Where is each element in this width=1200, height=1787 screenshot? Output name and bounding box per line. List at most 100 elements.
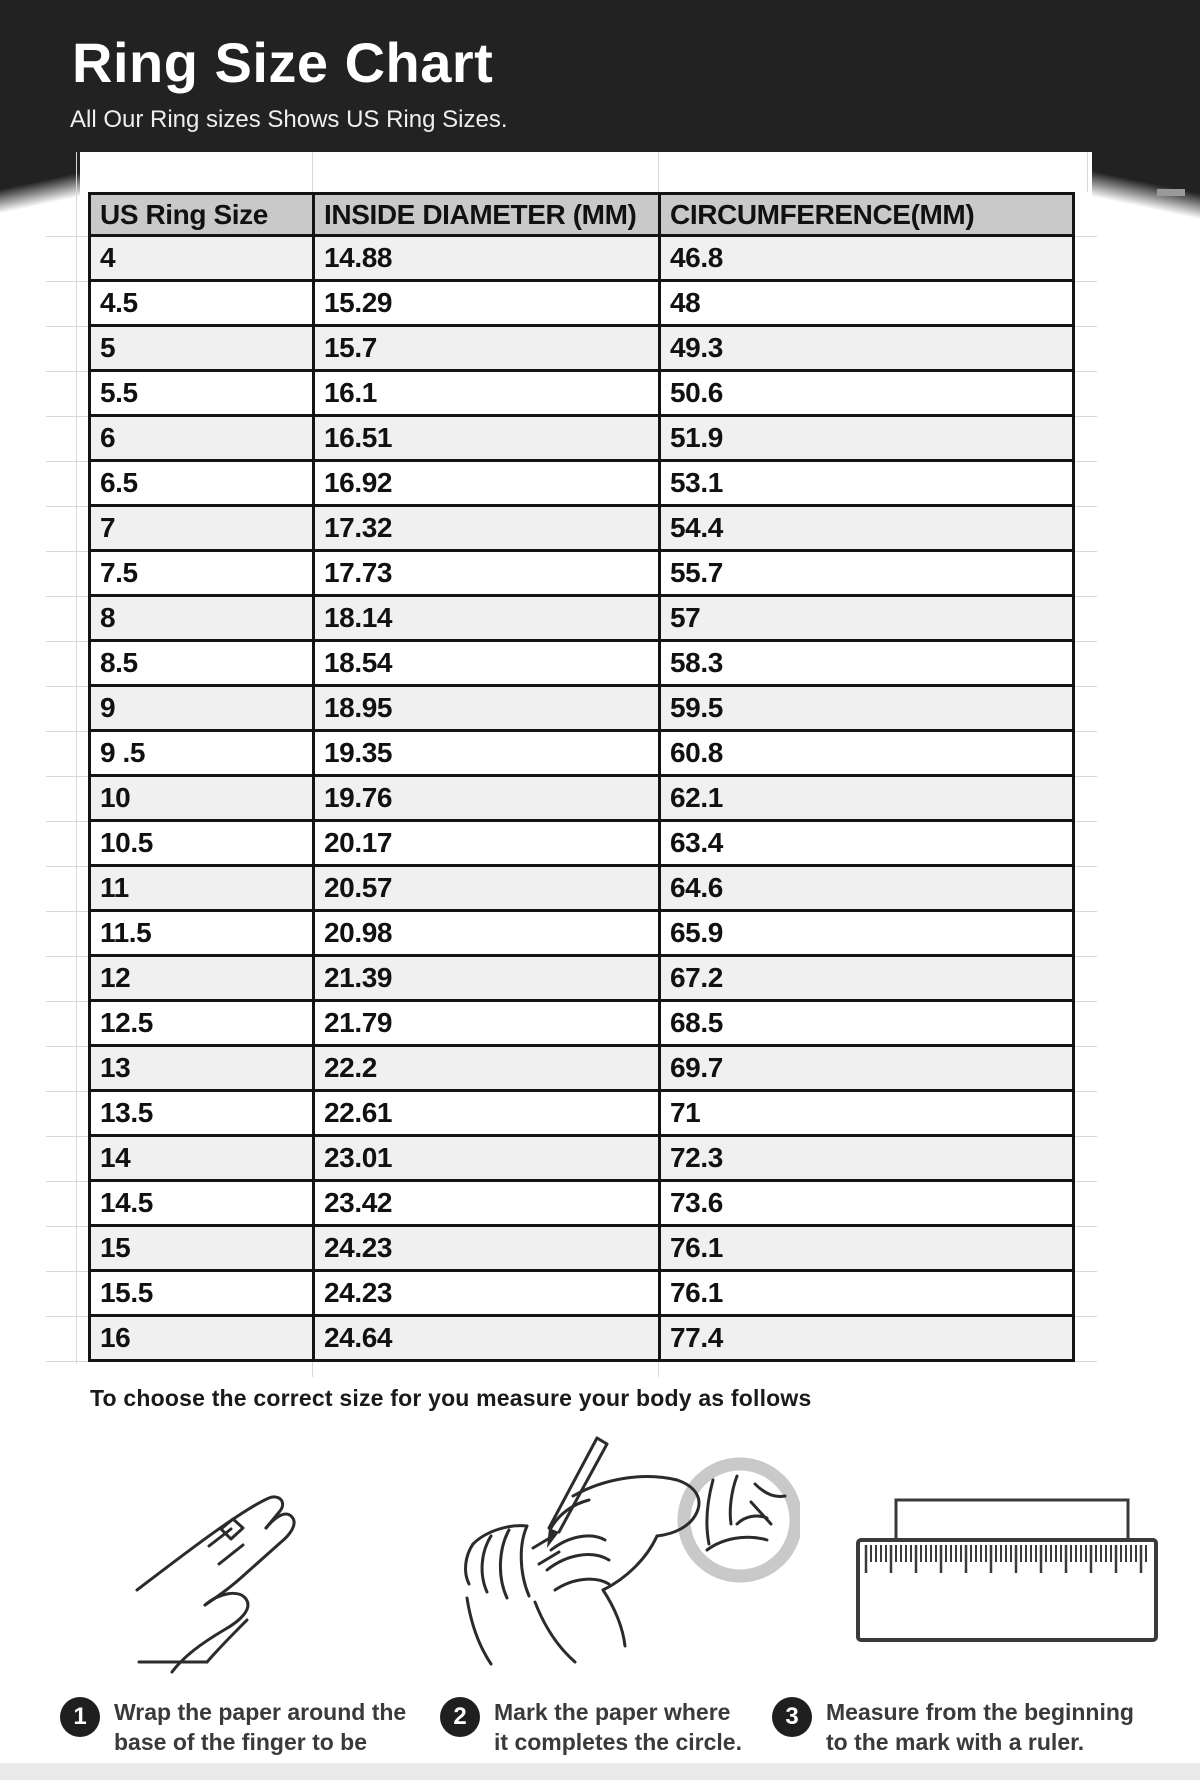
table-row: 13 22.2 69.7 (88, 1044, 1075, 1092)
inside-diameter-cell: 16.92 (312, 459, 661, 507)
us-ring-size-cell: 9 (88, 684, 315, 732)
table-row: 8 18.14 57 (88, 594, 1075, 642)
inside-diameter-cell: 20.17 (312, 819, 661, 867)
table-row: 10 19.76 62.1 (88, 774, 1075, 822)
circumference-cell: 50.6 (658, 369, 1075, 417)
gridline-row-stubs-left (46, 192, 88, 1364)
us-ring-size-cell: 5 (88, 324, 315, 372)
table-row: 5 15.7 49.3 (88, 324, 1075, 372)
inside-diameter-cell: 16.51 (312, 414, 661, 462)
gridline-col1-bottom (312, 1362, 313, 1377)
header-row: US Ring Size INSIDE DIAMETER (MM) CIRCUM… (88, 192, 1075, 237)
table-row: 14 23.01 72.3 (88, 1134, 1075, 1182)
table-row: 8.5 18.54 58.3 (88, 639, 1075, 687)
circumference-cell: 67.2 (658, 954, 1075, 1002)
circumference-cell: 62.1 (658, 774, 1075, 822)
table-row: 5.5 16.1 50.6 (88, 369, 1075, 417)
col-header-inside-diameter: INSIDE DIAMETER (MM) (312, 192, 661, 237)
us-ring-size-cell: 10 (88, 774, 315, 822)
us-ring-size-cell: 11.5 (88, 909, 315, 957)
us-ring-size-cell: 6 (88, 414, 315, 462)
circumference-cell: 49.3 (658, 324, 1075, 372)
page-title: Ring Size Chart (72, 31, 494, 94)
us-ring-size-cell: 15 (88, 1224, 315, 1272)
us-ring-size-cell: 8 (88, 594, 315, 642)
circumference-cell: 51.9 (658, 414, 1075, 462)
table-row: 15 24.23 76.1 (88, 1224, 1075, 1272)
ruler-with-paper-strip-icon (848, 1488, 1168, 1653)
banner-fold-tab (1157, 189, 1185, 196)
us-ring-size-cell: 5.5 (88, 369, 315, 417)
us-ring-size-cell: 4.5 (88, 279, 315, 327)
inside-diameter-cell: 20.98 (312, 909, 661, 957)
circumference-cell: 46.8 (658, 234, 1075, 282)
inside-diameter-cell: 24.23 (312, 1269, 661, 1317)
us-ring-size-cell: 14 (88, 1134, 315, 1182)
table-row: 4 14.88 46.8 (88, 234, 1075, 282)
circumference-cell: 58.3 (658, 639, 1075, 687)
circumference-cell: 64.6 (658, 864, 1075, 912)
us-ring-size-cell: 13 (88, 1044, 315, 1092)
gridline-col2-top (658, 152, 659, 192)
bottom-strip (0, 1763, 1200, 1780)
inside-diameter-cell: 17.32 (312, 504, 661, 552)
ring-size-table: US Ring Size INSIDE DIAMETER (MM) CIRCUM… (88, 192, 1075, 1362)
inside-diameter-cell: 17.73 (312, 549, 661, 597)
instructions-heading: To choose the correct size for you measu… (90, 1385, 812, 1411)
ring-size-table-body: 4 14.88 46.8 4.5 15.29 48 5 15.7 49.3 5.… (88, 234, 1075, 1362)
us-ring-size-cell: 12.5 (88, 999, 315, 1047)
gridline-right-top (1087, 152, 1088, 192)
inside-diameter-cell: 16.1 (312, 369, 661, 417)
circumference-cell: 59.5 (658, 684, 1075, 732)
hand-with-paper-strip-icon (125, 1450, 380, 1685)
inside-diameter-cell: 15.7 (312, 324, 661, 372)
inside-diameter-cell: 23.42 (312, 1179, 661, 1227)
us-ring-size-cell: 15.5 (88, 1269, 315, 1317)
circumference-cell: 63.4 (658, 819, 1075, 867)
inside-diameter-cell: 18.54 (312, 639, 661, 687)
us-ring-size-cell: 8.5 (88, 639, 315, 687)
circumference-cell: 76.1 (658, 1269, 1075, 1317)
table-row: 12.5 21.79 68.5 (88, 999, 1075, 1047)
inside-diameter-cell: 19.35 (312, 729, 661, 777)
step-item-2: 2 Mark the paper where it completes the … (440, 1697, 749, 1757)
table-row: 6 16.51 51.9 (88, 414, 1075, 462)
inside-diameter-cell: 18.14 (312, 594, 661, 642)
inside-diameter-cell: 22.2 (312, 1044, 661, 1092)
step-3-text: Measure from the beginning to the mark w… (826, 1699, 1134, 1755)
circumference-cell: 69.7 (658, 1044, 1075, 1092)
inside-diameter-cell: 21.79 (312, 999, 661, 1047)
gridline-col1-top (312, 152, 313, 192)
ring-size-table-wrap: US Ring Size INSIDE DIAMETER (MM) CIRCUM… (88, 192, 1075, 1362)
circumference-cell: 76.1 (658, 1224, 1075, 1272)
us-ring-size-cell: 7.5 (88, 549, 315, 597)
us-ring-size-cell: 7 (88, 504, 315, 552)
us-ring-size-cell: 16 (88, 1314, 315, 1362)
circumference-cell: 55.7 (658, 549, 1075, 597)
step-1-number-badge: 1 (60, 1697, 100, 1737)
inside-diameter-cell: 21.39 (312, 954, 661, 1002)
circumference-cell: 73.6 (658, 1179, 1075, 1227)
us-ring-size-cell: 6.5 (88, 459, 315, 507)
circumference-cell: 57 (658, 594, 1075, 642)
step-3-number-badge: 3 (772, 1697, 812, 1737)
inside-diameter-cell: 20.57 (312, 864, 661, 912)
table-row: 6.5 16.92 53.1 (88, 459, 1075, 507)
table-row: 11.5 20.98 65.9 (88, 909, 1075, 957)
us-ring-size-cell: 4 (88, 234, 315, 282)
circumference-cell: 72.3 (658, 1134, 1075, 1182)
inside-diameter-cell: 24.23 (312, 1224, 661, 1272)
circumference-cell: 68.5 (658, 999, 1075, 1047)
ring-size-table-head: US Ring Size INSIDE DIAMETER (MM) CIRCUM… (88, 192, 1075, 237)
col-header-circumference: CIRCUMFERENCE(MM) (658, 192, 1075, 237)
circumference-cell: 53.1 (658, 459, 1075, 507)
us-ring-size-cell: 10.5 (88, 819, 315, 867)
table-row: 13.5 22.61 71 (88, 1089, 1075, 1137)
circumference-cell: 71 (658, 1089, 1075, 1137)
inside-diameter-cell: 19.76 (312, 774, 661, 822)
table-row: 14.5 23.42 73.6 (88, 1179, 1075, 1227)
page-subtitle: All Our Ring sizes Shows US Ring Sizes. (70, 106, 508, 133)
hand-marking-paper-with-pen-icon (455, 1432, 800, 1682)
table-row: 16 24.64 77.4 (88, 1314, 1075, 1362)
